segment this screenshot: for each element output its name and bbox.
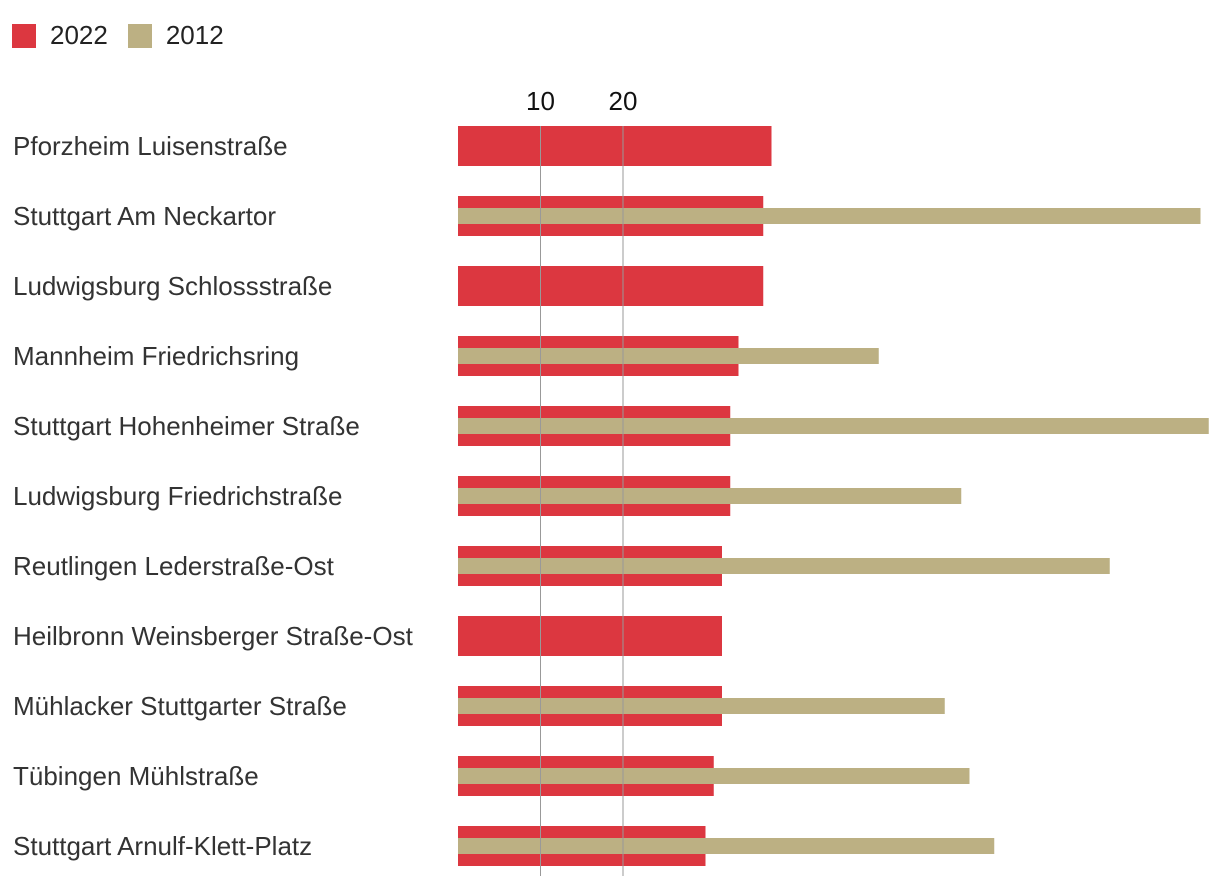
category-label: Ludwigsburg Schlossstraße — [13, 271, 332, 301]
x-tick-label: 20 — [609, 86, 638, 116]
category-label: Heilbronn Weinsberger Straße-Ost — [13, 621, 414, 651]
bar-2012[interactable] — [458, 838, 995, 854]
bar-2012[interactable] — [458, 768, 970, 784]
bar-2012[interactable] — [458, 488, 962, 504]
bar-2012[interactable] — [458, 418, 1209, 434]
category-label: Ludwigsburg Friedrichstraße — [13, 481, 342, 511]
bar-2022[interactable] — [458, 616, 722, 656]
legend: 2022 2012 — [12, 20, 224, 51]
category-label: Reutlingen Lederstraße-Ost — [13, 551, 335, 581]
bar-2012[interactable] — [458, 348, 879, 364]
legend-swatch-2012 — [127, 23, 152, 48]
category-label: Mühlacker Stuttgarter Straße — [13, 691, 347, 721]
category-label: Mannheim Friedrichsring — [13, 341, 299, 371]
category-label: Stuttgart Hohenheimer Straße — [13, 411, 360, 441]
bar-2012[interactable] — [458, 558, 1110, 574]
category-label: Stuttgart Am Neckartor — [13, 201, 276, 231]
legend-label-2022: 2022 — [50, 20, 108, 50]
legend-swatch-2022 — [12, 23, 36, 48]
x-tick-label: 10 — [526, 86, 555, 116]
category-label: Tübingen Mühlstraße — [13, 761, 259, 791]
bar-2022[interactable] — [458, 126, 772, 166]
bar-2012[interactable] — [458, 208, 1201, 224]
legend-label-2012: 2012 — [165, 20, 224, 50]
legend-item-2012[interactable]: 2012 — [127, 20, 224, 51]
legend-item-2022[interactable]: 2022 — [12, 20, 108, 51]
bar-2022[interactable] — [458, 266, 764, 306]
category-label: Pforzheim Luisenstraße — [13, 131, 288, 161]
category-label: Stuttgart Arnulf-Klett-Platz — [13, 831, 312, 861]
bar-2012[interactable] — [458, 698, 945, 714]
